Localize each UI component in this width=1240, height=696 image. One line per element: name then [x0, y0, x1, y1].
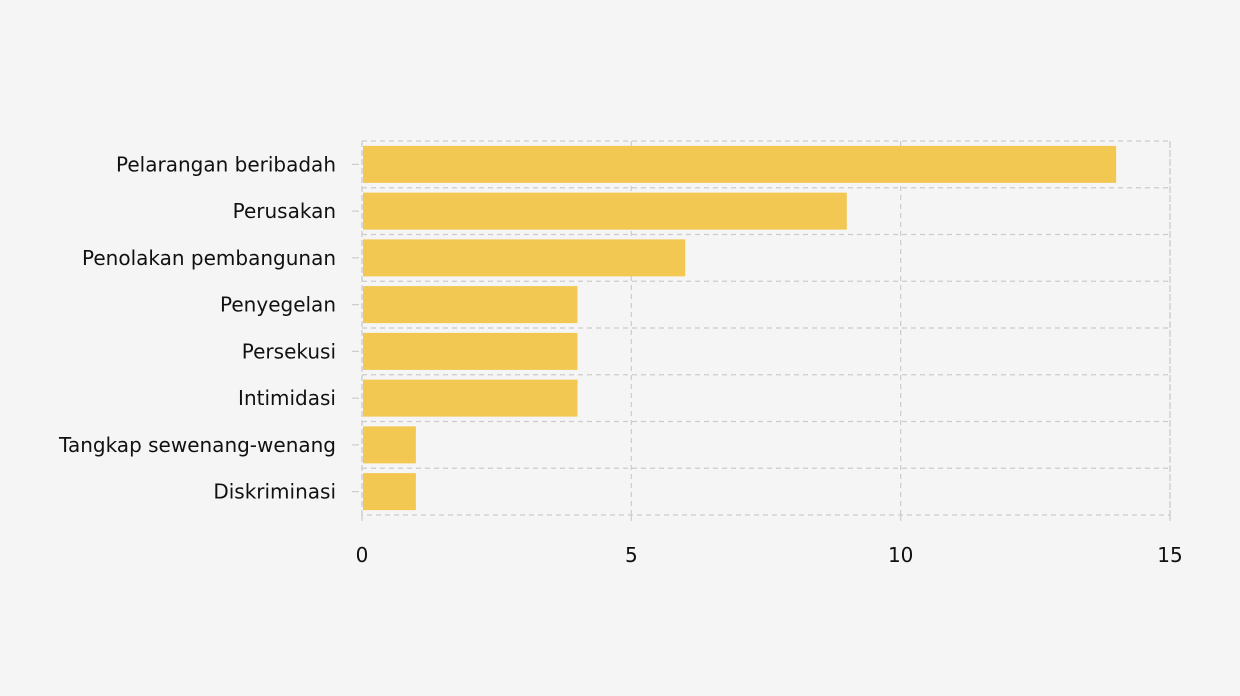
x-tick-label: 5 — [625, 543, 638, 567]
category-label: Intimidasi — [238, 386, 336, 410]
category-label: Persekusi — [242, 339, 336, 363]
bar — [363, 145, 1117, 183]
bar — [363, 286, 578, 324]
bar — [363, 332, 578, 370]
category-label: Perusakan — [233, 199, 336, 223]
category-label: Pelarangan beribadah — [116, 152, 336, 176]
bar — [363, 192, 847, 230]
category-label: Penyegelan — [220, 293, 336, 317]
category-label: Diskriminasi — [213, 480, 336, 504]
category-label: Penolakan pembangunan — [82, 246, 336, 270]
bar — [363, 239, 686, 277]
x-tick-label: 10 — [888, 543, 913, 567]
plot-border — [361, 140, 1171, 516]
bar — [363, 379, 578, 417]
category-labels: Pelarangan beribadah Perusakan Penolakan p… — [58, 152, 359, 504]
category-label: Tangkap sewenang-wenang — [58, 433, 336, 457]
x-tick-label: 15 — [1157, 543, 1182, 567]
bar — [363, 426, 416, 464]
bars — [363, 145, 1117, 511]
grid-lines — [361, 140, 1171, 516]
x-axis-ticks: 0 5 10 15 — [356, 515, 1183, 567]
x-tick-label: 0 — [356, 543, 369, 567]
bar — [363, 473, 416, 511]
